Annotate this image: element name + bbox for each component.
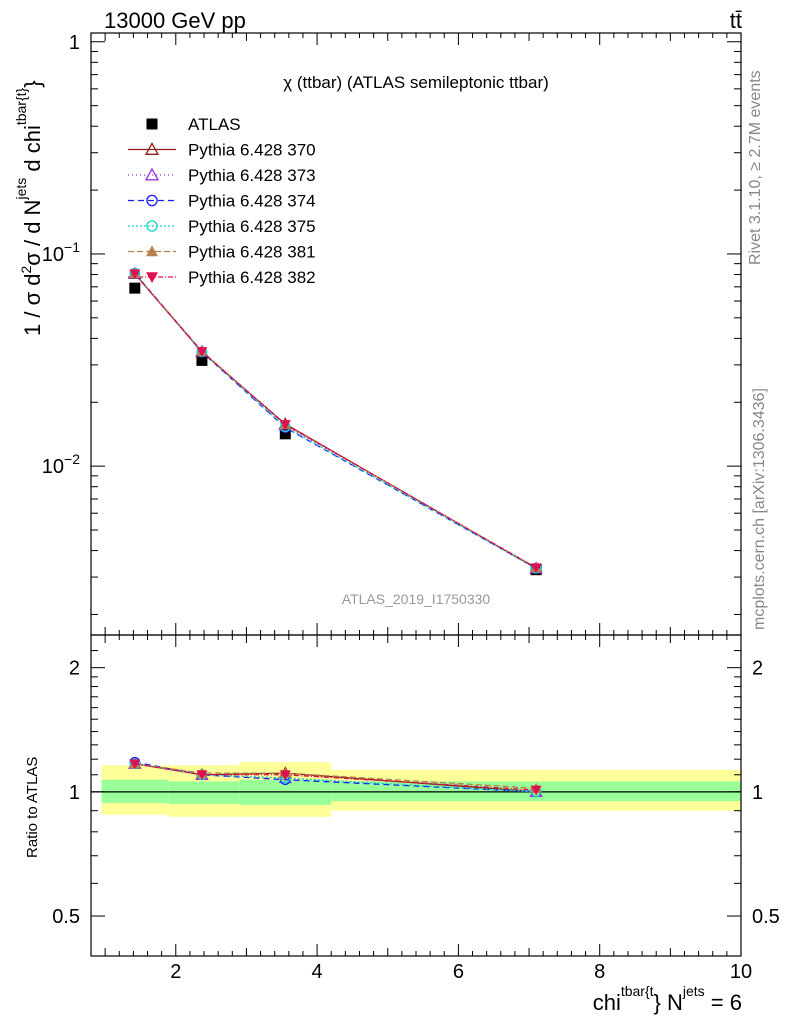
data-point-atlas bbox=[129, 282, 141, 294]
ratio-ylabel: Ratio to ATLAS bbox=[24, 757, 41, 858]
y-tick-label: 10−2 bbox=[42, 451, 80, 478]
legend-marker-p373 bbox=[144, 167, 160, 181]
y-tick-base: 10 bbox=[42, 244, 64, 266]
chart-title: χ (ttbar) (ATLAS semileptonic ttbar) bbox=[283, 73, 549, 92]
x-tick-label: 2 bbox=[170, 961, 181, 983]
legend-label-p375: Pythia 6.428 375 bbox=[188, 217, 316, 236]
ratio-y-tick-label: 2 bbox=[69, 658, 80, 680]
mcplots-label: mcplots.cern.ch [arXiv:1306.3436] bbox=[751, 388, 768, 630]
legend-label-p373: Pythia 6.428 373 bbox=[188, 166, 316, 185]
series-line-p381 bbox=[134, 273, 537, 569]
ratio-y-tick-label-right: 2 bbox=[752, 658, 763, 680]
band-inner bbox=[168, 781, 240, 804]
ratio-panel bbox=[91, 762, 741, 817]
series-line-p375 bbox=[134, 272, 537, 569]
ratio-point-p382 bbox=[530, 785, 542, 796]
ratio-series-group bbox=[128, 756, 543, 798]
data-point-atlas bbox=[196, 354, 208, 366]
series-line-p374 bbox=[134, 272, 537, 569]
ratio-point-p382 bbox=[279, 770, 291, 781]
ratio-line-p382 bbox=[134, 763, 537, 791]
series-point-p382 bbox=[196, 347, 208, 357]
y-tick-label: 1 bbox=[69, 32, 80, 54]
ratio-y-tick-label-right: 1 bbox=[752, 782, 763, 804]
legend-marker-p370 bbox=[144, 142, 160, 155]
header-right: tt̄ bbox=[730, 8, 742, 33]
x-tick-label: 4 bbox=[312, 961, 323, 983]
series-line-p373 bbox=[134, 273, 537, 569]
legend-label-atlas: ATLAS bbox=[188, 115, 241, 134]
main-series-group bbox=[128, 266, 543, 576]
series-point-p382 bbox=[129, 269, 141, 280]
ratio-point-p382 bbox=[196, 770, 208, 781]
y-tick-exponent: −1 bbox=[64, 239, 80, 255]
series-line-p382 bbox=[134, 273, 537, 569]
ratio-y-tick-label: 1 bbox=[69, 782, 80, 804]
series-point-p382 bbox=[279, 420, 291, 431]
x-tick-label: 6 bbox=[453, 961, 464, 983]
legend-marker-atlas bbox=[146, 118, 158, 130]
legend-marker-p375 bbox=[146, 220, 158, 232]
y-tick-label: 10−1 bbox=[42, 239, 80, 266]
header-left: 13000 GeV pp bbox=[104, 8, 246, 33]
legend-label-p381: Pythia 6.428 381 bbox=[188, 243, 316, 262]
series-point-p382 bbox=[530, 563, 542, 574]
legend-label-p382: Pythia 6.428 382 bbox=[188, 268, 316, 287]
x-axis-label: chitbar{t} Njets = 6 bbox=[593, 983, 742, 1015]
legend-marker-p382 bbox=[146, 272, 158, 283]
ratio-point-p382 bbox=[129, 759, 141, 770]
x-tick-label: 10 bbox=[730, 961, 752, 983]
y-tick-base: 10 bbox=[42, 456, 64, 478]
ratio-y-tick-label: 0.5 bbox=[52, 906, 80, 928]
x-tick-label: 8 bbox=[594, 961, 605, 983]
ratio-line-p374 bbox=[134, 761, 537, 793]
legend: ATLAS Pythia 6.428 370 Pythia 6.428 373 Pyt… bbox=[128, 115, 316, 287]
ratio-line-p381 bbox=[134, 763, 537, 789]
watermark: ATLAS_2019_I1750330 bbox=[342, 591, 491, 607]
main-ylabel: 1 / σ d2σ / d Njets d chitbar{t}} bbox=[13, 80, 45, 336]
data-point-atlas bbox=[279, 428, 291, 440]
ratio-y-tick-label-right: 0.5 bbox=[752, 906, 780, 928]
legend-marker-p374 bbox=[146, 194, 158, 207]
legend-label-p370: Pythia 6.428 370 bbox=[188, 141, 316, 160]
rivet-label: Rivet 3.1.10, ≥ 2.7M events bbox=[747, 70, 764, 265]
series-line-p370 bbox=[134, 273, 537, 569]
legend-marker-p381 bbox=[146, 245, 158, 257]
ratio-line-p375 bbox=[134, 763, 537, 793]
legend-label-p374: Pythia 6.428 374 bbox=[188, 192, 316, 211]
y-tick-exponent: −2 bbox=[64, 451, 80, 467]
